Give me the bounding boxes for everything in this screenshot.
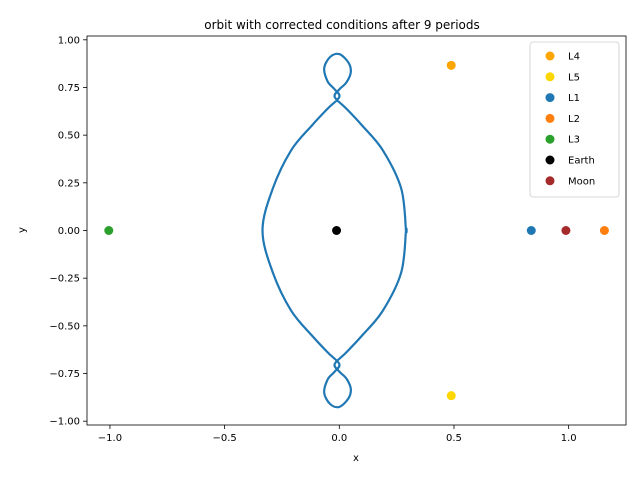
orbit-path <box>261 52 408 409</box>
y-tick-label: 0.00 <box>58 226 80 237</box>
legend-marker-l3 <box>545 134 555 144</box>
points-layer <box>104 60 609 401</box>
point-l3 <box>104 226 114 235</box>
orbit-layer <box>261 52 408 409</box>
point-l2 <box>599 226 609 235</box>
x-axis-ticks: −1.0 −0.5 0.0 0.5 1.0 <box>98 425 577 444</box>
legend-items: L4 L5 L1 L2 L3 Earth Moon <box>545 51 595 187</box>
y-tick-label: −0.75 <box>49 369 80 380</box>
x-tick-label: 0.5 <box>446 433 462 444</box>
point-l5 <box>446 391 456 401</box>
legend-marker-l5 <box>545 72 555 82</box>
legend-label-l2: L2 <box>568 114 580 125</box>
legend-marker-l1 <box>545 93 555 103</box>
x-tick-label: 0.0 <box>331 433 347 444</box>
point-earth <box>332 226 342 235</box>
legend-label-l1: L1 <box>568 93 580 104</box>
legend-label-moon: Moon <box>568 176 595 187</box>
point-moon <box>561 226 571 235</box>
y-tick-label: 0.25 <box>58 178 80 189</box>
y-tick-label: −0.50 <box>49 321 80 332</box>
y-tick-label: 0.50 <box>58 131 80 142</box>
y-tick-label: 1.00 <box>58 35 80 46</box>
point-l1 <box>526 226 536 235</box>
x-tick-label: 1.0 <box>561 433 577 444</box>
y-axis-ticks: −1.00 −0.75 −0.50 −0.25 0.00 0.25 0.50 0.75 1.00 <box>49 35 87 428</box>
x-axis-label: x <box>353 453 359 464</box>
y-axis-label: y <box>17 227 28 233</box>
legend-marker-moon <box>545 176 555 186</box>
legend-label-l4: L4 <box>568 52 580 63</box>
legend-marker-earth <box>545 155 555 165</box>
legend-label-l3: L3 <box>568 135 580 146</box>
legend-label-l5: L5 <box>568 72 580 83</box>
legend-marker-l4 <box>545 51 555 61</box>
legend-label-earth: Earth <box>568 156 595 167</box>
y-tick-label: 0.75 <box>58 83 80 94</box>
y-tick-label: −0.25 <box>49 274 80 285</box>
legend-marker-l2 <box>545 113 555 123</box>
x-tick-label: −0.5 <box>212 433 236 444</box>
y-tick-label: −1.00 <box>49 417 80 428</box>
chart-title: orbit with corrected conditions after 9 … <box>204 18 480 32</box>
legend: L4 L5 L1 L2 L3 Earth Moon <box>529 41 620 198</box>
point-l4 <box>446 60 456 70</box>
x-tick-label: −1.0 <box>98 433 122 444</box>
